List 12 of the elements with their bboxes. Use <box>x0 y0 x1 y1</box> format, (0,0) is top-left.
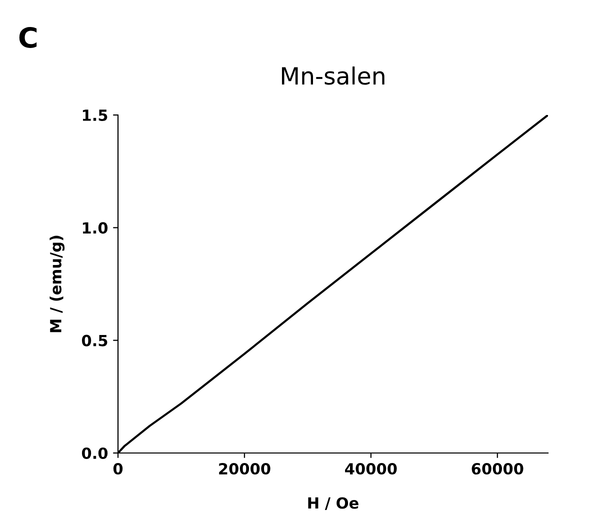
x-tick-label: 20000 <box>219 462 270 475</box>
y-axis-title: M / (emu/g) <box>50 236 65 332</box>
x-tick-label: 60000 <box>472 462 524 475</box>
y-tick-label: 1.5 <box>82 110 108 122</box>
x-tick-label: 0 <box>113 462 123 475</box>
y-tick-label: 0.0 <box>82 447 108 460</box>
x-tick-label: 40000 <box>345 462 397 475</box>
x-axis-title: H / Oe <box>308 497 358 510</box>
y-tick-label: 0.5 <box>82 334 108 346</box>
y-tick-label: 1.0 <box>82 222 108 234</box>
text: C <box>19 26 37 48</box>
chart-title: Mn-salen <box>282 66 384 85</box>
